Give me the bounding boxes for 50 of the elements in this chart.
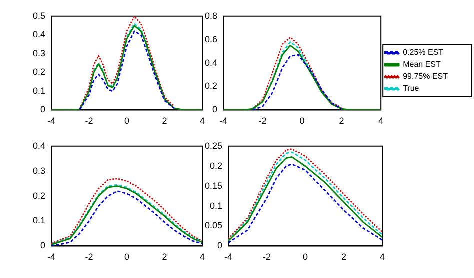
x-tick-label: -2 [263,252,272,262]
x-tick-label: 2 [162,252,168,262]
x-tick-label: -4 [48,116,56,126]
y-tick-label: 0 [40,240,46,251]
y-tick-label: 0.1 [32,86,46,96]
y-tick-label: 0.5 [32,10,46,21]
x-tick-label: 0 [303,252,308,262]
x-tick-label: 0 [300,116,305,126]
x-tick-label: 4 [200,116,206,126]
y-tick-label: 0.15 [204,180,223,191]
x-tick-label: 0 [124,116,130,126]
x-tick-label: -4 [220,116,228,126]
y-tick-label: 0.4 [32,140,46,151]
y-tick-label: 0.8 [204,10,218,21]
y-tick-label: 0.4 [204,58,218,68]
legend-label: 99.75% EST [403,72,448,82]
line-series [79,30,175,110]
y-tick-label: 0.3 [32,166,46,176]
x-tick-label: 4 [200,252,206,262]
y-tick-label: 0.6 [204,34,218,44]
legend-label: Mean EST [403,60,441,70]
y-tick-label: 0.2 [32,190,46,201]
x-tick-label: 4 [378,116,384,126]
y-tick-label: 0.1 [210,200,223,211]
line-series [252,54,342,110]
y-tick-label: 0.25 [204,140,223,151]
y-tick-label: 0.4 [32,30,46,40]
x-tick-label: 4 [380,252,386,262]
x-tick-label: 2 [341,252,347,262]
legend-label: True [403,84,420,94]
y-tick-label: 0.2 [32,67,46,78]
y-tick-label: 0 [218,240,223,251]
x-tick-label: 0 [124,252,130,262]
y-tick-label: 0.2 [204,81,218,92]
x-tick-label: -4 [48,252,56,262]
x-tick-label: 2 [162,116,168,126]
y-tick-label: 0 [212,104,218,115]
line-series [79,16,175,110]
x-tick-label: -2 [85,116,94,126]
legend-label: 0.25% EST [403,48,444,58]
x-tick-label: 2 [339,116,344,126]
y-tick-label: 0.3 [32,48,46,58]
x-tick-label: -2 [85,252,94,262]
y-tick-label: 0.2 [210,160,223,171]
x-tick-label: -4 [224,252,233,262]
line-series [88,23,166,99]
y-tick-label: 0.1 [32,216,46,226]
y-tick-label: 0.05 [204,220,223,231]
x-tick-label: -2 [258,116,267,126]
y-tick-label: 0 [40,104,46,115]
